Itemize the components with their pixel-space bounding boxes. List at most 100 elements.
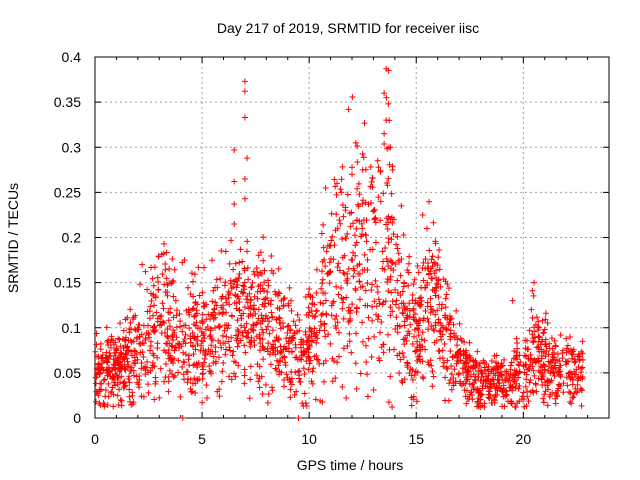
data-point bbox=[385, 331, 391, 338]
data-point bbox=[381, 130, 388, 137]
data-point bbox=[411, 372, 418, 379]
data-point bbox=[382, 244, 389, 251]
data-point bbox=[506, 375, 513, 382]
data-point bbox=[128, 326, 135, 333]
data-point bbox=[514, 349, 521, 356]
data-point bbox=[227, 277, 234, 284]
data-point bbox=[409, 292, 416, 299]
data-point bbox=[147, 342, 154, 349]
data-point bbox=[411, 311, 418, 318]
data-point bbox=[569, 374, 576, 381]
data-point bbox=[330, 358, 337, 365]
data-point bbox=[549, 345, 556, 352]
data-point bbox=[319, 280, 326, 287]
data-point bbox=[215, 354, 222, 361]
data-point bbox=[146, 347, 153, 354]
data-point bbox=[329, 378, 336, 385]
data-point bbox=[497, 363, 504, 370]
data-point bbox=[394, 277, 401, 284]
data-point bbox=[257, 269, 264, 276]
data-point bbox=[244, 264, 251, 271]
data-point bbox=[546, 362, 553, 369]
data-point bbox=[394, 233, 401, 240]
data-point bbox=[235, 362, 242, 369]
data-point bbox=[535, 333, 542, 340]
data-point bbox=[118, 373, 125, 380]
data-point bbox=[365, 335, 372, 342]
data-point bbox=[413, 398, 420, 405]
data-point bbox=[375, 296, 382, 303]
data-point bbox=[222, 248, 229, 255]
data-point bbox=[259, 301, 266, 308]
data-point bbox=[338, 284, 345, 291]
data-point bbox=[406, 330, 413, 337]
data-point bbox=[471, 376, 478, 383]
data-point bbox=[244, 248, 251, 255]
data-point bbox=[549, 365, 556, 372]
data-point bbox=[262, 295, 269, 302]
data-point bbox=[154, 274, 161, 281]
data-point bbox=[115, 401, 122, 408]
data-point bbox=[545, 386, 552, 393]
data-point bbox=[265, 282, 272, 289]
data-point bbox=[409, 376, 416, 383]
data-point bbox=[212, 344, 219, 351]
data-point bbox=[444, 357, 451, 364]
data-point bbox=[256, 375, 263, 382]
data-point bbox=[568, 400, 575, 407]
data-point bbox=[241, 380, 248, 387]
data-point bbox=[430, 219, 437, 226]
data-point bbox=[390, 267, 397, 274]
data-point bbox=[161, 240, 168, 247]
data-point bbox=[229, 352, 236, 359]
data-point bbox=[450, 353, 457, 360]
data-point bbox=[189, 342, 196, 349]
data-point bbox=[208, 368, 215, 375]
data-point bbox=[374, 288, 381, 295]
data-point bbox=[217, 275, 224, 282]
data-point bbox=[442, 304, 449, 311]
data-point bbox=[351, 232, 358, 239]
data-point bbox=[469, 365, 476, 372]
data-point bbox=[237, 246, 244, 253]
data-point bbox=[303, 358, 310, 365]
data-point bbox=[483, 360, 490, 367]
data-point bbox=[251, 293, 258, 300]
data-point bbox=[414, 262, 421, 269]
data-point bbox=[297, 341, 304, 348]
data-point bbox=[110, 403, 117, 410]
data-point bbox=[140, 353, 147, 360]
data-point bbox=[255, 272, 262, 279]
data-point bbox=[397, 272, 404, 279]
data-point bbox=[373, 303, 380, 310]
data-point bbox=[360, 197, 367, 204]
data-point bbox=[427, 303, 434, 310]
data-point bbox=[184, 284, 191, 291]
data-point bbox=[451, 334, 458, 341]
data-point bbox=[310, 365, 317, 372]
data-point bbox=[371, 298, 378, 305]
data-point bbox=[320, 221, 327, 228]
data-point bbox=[557, 331, 564, 338]
data-point bbox=[384, 182, 391, 189]
data-point bbox=[122, 351, 129, 358]
data-point bbox=[477, 396, 484, 403]
data-point bbox=[190, 278, 197, 285]
data-point bbox=[212, 284, 219, 291]
data-point bbox=[214, 388, 221, 395]
data-point bbox=[223, 309, 230, 316]
data-point bbox=[371, 333, 378, 340]
data-point bbox=[382, 298, 389, 305]
data-point bbox=[400, 354, 407, 361]
data-point bbox=[415, 332, 422, 339]
data-point bbox=[456, 320, 463, 327]
data-point bbox=[122, 316, 129, 323]
data-point bbox=[241, 195, 248, 202]
data-point bbox=[161, 329, 168, 336]
data-point bbox=[287, 379, 294, 386]
data-point bbox=[336, 217, 343, 224]
data-point bbox=[116, 336, 123, 343]
data-point bbox=[97, 380, 104, 387]
data-point bbox=[121, 383, 128, 390]
data-point bbox=[179, 328, 186, 335]
